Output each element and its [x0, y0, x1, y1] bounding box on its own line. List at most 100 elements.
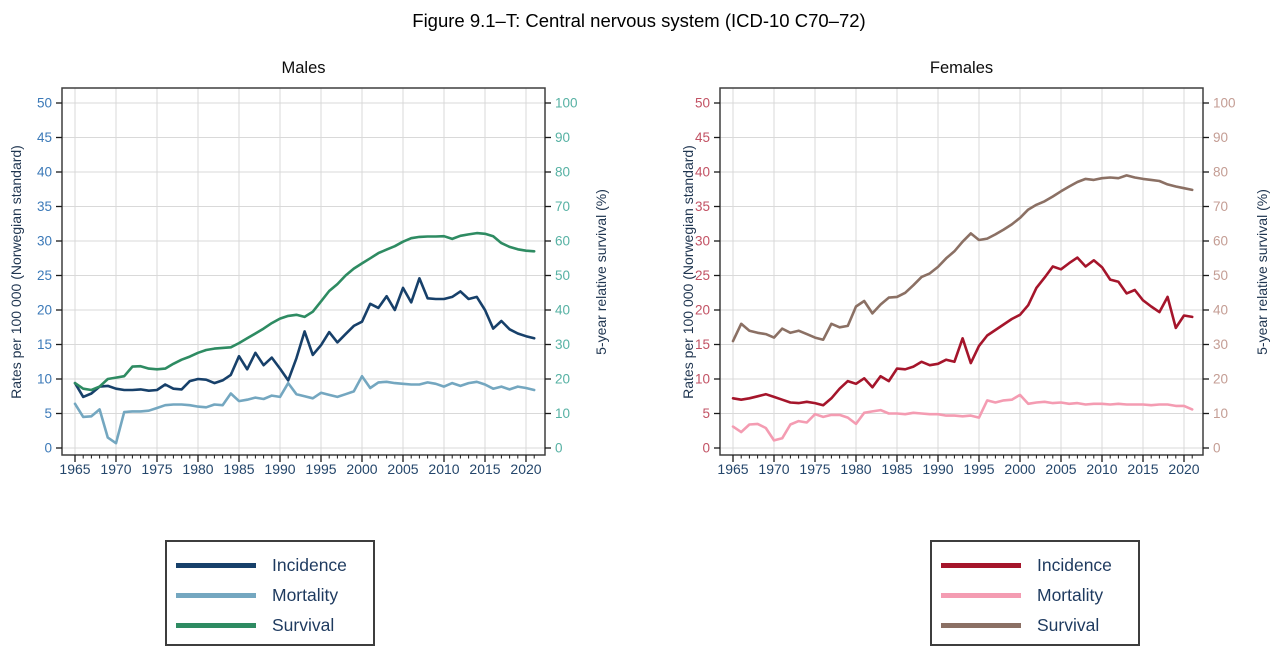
survival-line: [731, 174, 1194, 343]
females-chart-plot: 0 5 10 15 20 25 30 35 40 45 50 0 10 20 30 40 50 60 70 80 90 1…: [695, 87, 1236, 477]
left-axis-tick-label: 5: [702, 406, 710, 421]
legend-label: Mortality: [1037, 584, 1104, 605]
x-axis-tick-label: 2005: [387, 461, 418, 477]
left-axis-tick-label: 40: [695, 165, 710, 180]
right-axis-tick-label: 100: [555, 96, 578, 111]
x-axis-tick-label: 1985: [223, 461, 254, 477]
legend-label: Mortality: [272, 584, 339, 605]
x-axis-tick-label: 2010: [1086, 461, 1117, 477]
females-left-axis-title: Rates per 100 000 (Norwegian standard): [680, 145, 696, 399]
mortality-line: [731, 393, 1194, 442]
left-axis-tick-label: 45: [695, 130, 710, 145]
males-chart-plot: 0 5 10 15 20 25 30 35 40 45 50 0 10 20 30 40 50 60 70 80 90 1…: [37, 87, 578, 477]
females-legend: Incidence Mortality Survival: [930, 540, 1140, 646]
panel-males: Males 0 5 10 15 20 25 30 35 40 45 50 0 10 20 30 40 50 60 7…: [0, 55, 639, 655]
right-axis-tick-label: 50: [1213, 268, 1228, 283]
left-axis-tick-label: 30: [37, 234, 52, 249]
legend-row-survival: Survival: [167, 610, 373, 640]
right-axis-tick-label: 80: [555, 165, 570, 180]
legend-row-mortality: Mortality: [167, 580, 373, 610]
left-axis-tick-label: 20: [695, 303, 710, 318]
right-axis-tick-label: 70: [1213, 199, 1228, 214]
right-axis-tick-label: 20: [555, 372, 570, 387]
left-axis-tick-label: 15: [695, 337, 710, 352]
left-axis-tick-label: 5: [44, 406, 52, 421]
x-axis-tick-label: 2005: [1045, 461, 1076, 477]
x-axis-tick-label: 1965: [59, 461, 90, 477]
left-axis-tick-label: 10: [695, 372, 710, 387]
males-left-axis-title: Rates per 100 000 (Norwegian standard): [8, 145, 24, 399]
right-axis-tick-label: 10: [1213, 406, 1228, 421]
x-axis-tick-label: 1995: [963, 461, 994, 477]
right-axis-tick-label: 20: [1213, 372, 1228, 387]
left-axis-tick-label: 25: [695, 268, 710, 283]
x-axis-tick-label: 1975: [799, 461, 830, 477]
legend-label: Incidence: [272, 554, 347, 575]
right-axis-tick-label: 30: [555, 337, 570, 352]
incidence-line: [731, 256, 1194, 407]
x-axis-tick-label: 1990: [264, 461, 295, 477]
right-axis-tick-label: 40: [555, 303, 570, 318]
x-axis-tick-label: 1970: [100, 461, 131, 477]
plot-frame: [719, 87, 1204, 456]
x-axis-tick-label: 2000: [1004, 461, 1035, 477]
right-axis-tick-label: 70: [555, 199, 570, 214]
legend-row-mortality: Mortality: [932, 580, 1138, 610]
x-axis-tick-label: 1965: [717, 461, 748, 477]
left-axis-tick-label: 25: [37, 268, 52, 283]
right-axis-tick-label: 50: [555, 268, 570, 283]
mortality-line-swatch: [176, 592, 256, 598]
left-axis-tick-label: 30: [695, 234, 710, 249]
x-axis-tick-label: 2000: [346, 461, 377, 477]
right-axis-tick-label: 90: [1213, 130, 1228, 145]
left-axis-tick-label: 0: [44, 441, 52, 456]
x-axis-tick-label: 2015: [469, 461, 500, 477]
left-axis-tick-label: 45: [37, 130, 52, 145]
right-axis-tick-label: 100: [1213, 96, 1236, 111]
figure-title: Figure 9.1–T: Central nervous system (IC…: [412, 10, 866, 31]
x-axis-tick-label: 2020: [510, 461, 541, 477]
x-axis-tick-label: 2015: [1127, 461, 1158, 477]
females-right-axis-title: 5-year relative survival (%): [1254, 189, 1270, 355]
right-axis-tick-label: 30: [1213, 337, 1228, 352]
left-axis-tick-label: 0: [702, 441, 710, 456]
incidence-line: [73, 277, 536, 399]
survival-line-swatch: [176, 622, 256, 628]
x-axis-tick-label: 1980: [182, 461, 213, 477]
left-axis-tick-label: 10: [37, 372, 52, 387]
right-axis-tick-label: 0: [1213, 441, 1221, 456]
right-axis-tick-label: 40: [1213, 303, 1228, 318]
females-subtitle: Females: [929, 59, 994, 77]
x-axis-tick-label: 1990: [922, 461, 953, 477]
legend-label: Survival: [1037, 614, 1100, 635]
right-axis-tick-label: 60: [1213, 234, 1228, 249]
panel-females: Females 0 5 10 15 20 25 30 35 40 45 50 0 10 20 30 40 50 6…: [639, 55, 1278, 655]
males-legend: Incidence Mortality Survival: [165, 540, 375, 646]
left-axis-tick-label: 15: [37, 337, 52, 352]
legend-row-survival: Survival: [932, 610, 1138, 640]
x-axis-tick-label: 1970: [758, 461, 789, 477]
x-axis-tick-label: 2010: [428, 461, 459, 477]
x-axis-tick-label: 2020: [1168, 461, 1199, 477]
x-axis-tick-label: 1975: [141, 461, 172, 477]
survival-line-swatch: [941, 622, 1021, 628]
legend-label: Survival: [272, 614, 335, 635]
left-axis-tick-label: 35: [695, 199, 710, 214]
x-axis-tick-label: 1985: [881, 461, 912, 477]
left-axis-tick-label: 50: [695, 96, 710, 111]
right-axis-tick-label: 10: [555, 406, 570, 421]
incidence-line-swatch: [941, 562, 1021, 568]
plot-frame: [61, 87, 546, 456]
right-axis-tick-label: 90: [555, 130, 570, 145]
right-axis-tick-label: 60: [555, 234, 570, 249]
males-subtitle: Males: [281, 59, 326, 77]
left-axis-tick-label: 40: [37, 165, 52, 180]
incidence-line-swatch: [176, 562, 256, 568]
legend-row-incidence: Incidence: [932, 550, 1138, 580]
left-axis-tick-label: 50: [37, 96, 52, 111]
mortality-line: [73, 374, 536, 445]
x-axis-tick-label: 1980: [840, 461, 871, 477]
legend-label: Incidence: [1037, 554, 1112, 575]
mortality-line-swatch: [941, 592, 1021, 598]
survival-line: [73, 231, 536, 392]
